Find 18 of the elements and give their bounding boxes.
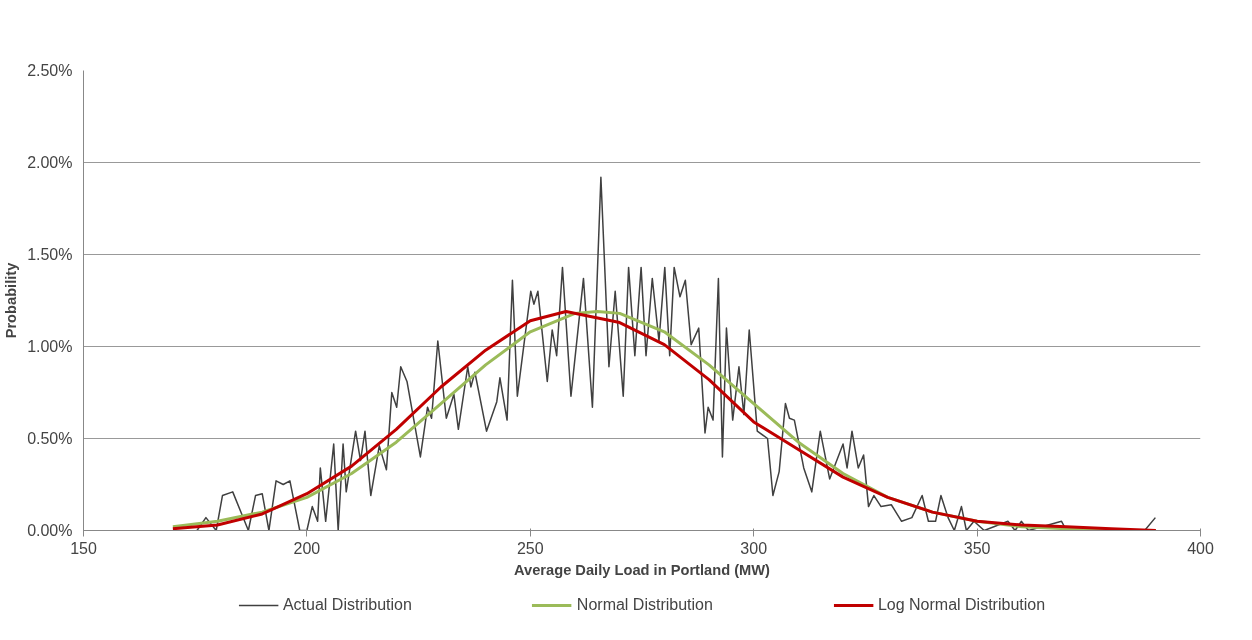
y-tick-label: 0.00% [27, 522, 73, 539]
y-tick-label: 1.00% [27, 338, 73, 355]
legend-label: Actual Distribution [282, 596, 412, 614]
x-axis-title: Average Daily Load in Portland (MW) [514, 561, 771, 578]
line-series [196, 176, 1157, 531]
legend-label: Log Normal Distribution [877, 596, 1046, 614]
y-tick-label: 2.00% [27, 154, 73, 171]
y-tick-label: 2.50% [27, 62, 73, 79]
x-tick-label: 250 [516, 539, 544, 557]
x-tick-label: 350 [963, 539, 991, 557]
y-tick-label: 0.50% [27, 430, 73, 447]
y-axis-title: Probability [3, 261, 20, 339]
x-tick-label: 400 [1187, 539, 1214, 557]
x-tick-label: 150 [70, 539, 97, 557]
x-tick-label: 300 [740, 539, 768, 557]
legend-label: Normal Distribution [576, 596, 713, 614]
y-tick-label: 1.50% [27, 246, 73, 263]
x-tick-label: 200 [293, 539, 321, 557]
